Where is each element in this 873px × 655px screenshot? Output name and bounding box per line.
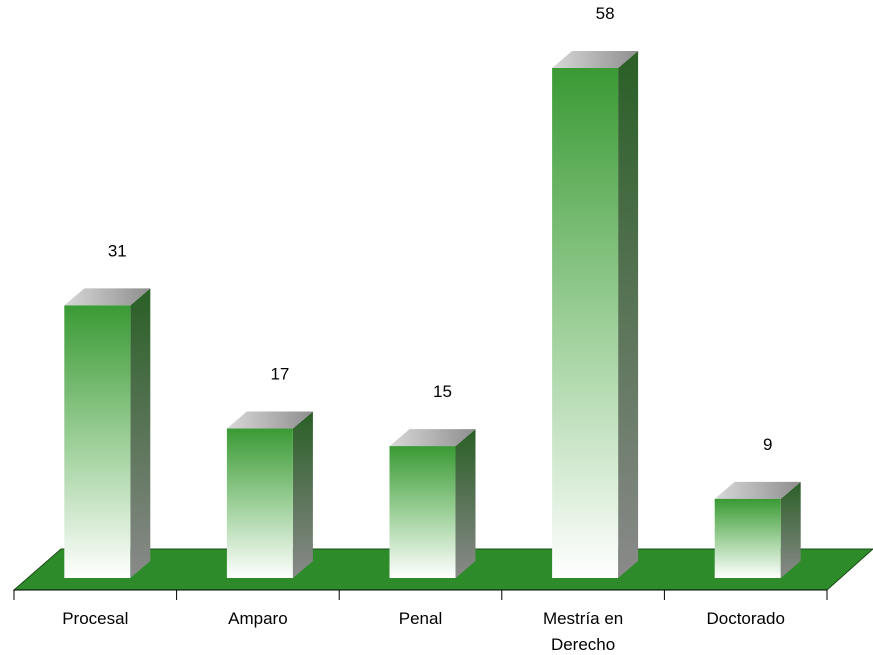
bar xyxy=(226,411,313,578)
data-label: 31 xyxy=(108,241,127,260)
x-tick-label: Doctorado xyxy=(706,609,784,628)
x-tick-label: Mestría en Derecho xyxy=(543,609,623,654)
bar-top xyxy=(226,411,313,429)
bar-top xyxy=(714,481,801,499)
bar-front xyxy=(714,498,781,578)
bar xyxy=(552,51,639,578)
bar xyxy=(64,288,151,578)
bar-top xyxy=(389,429,476,447)
x-tick-label: Amparo xyxy=(228,609,288,628)
bar-side xyxy=(618,51,639,578)
bar-top xyxy=(64,288,151,306)
x-tick-label: Procesal xyxy=(62,609,128,628)
bar-front xyxy=(64,305,131,578)
bar xyxy=(389,429,476,578)
bar-top xyxy=(552,51,639,68)
x-tick-label: Penal xyxy=(399,609,442,628)
bar-front xyxy=(226,428,293,578)
data-label: 17 xyxy=(270,365,289,384)
bar-side xyxy=(130,288,151,578)
bar-front xyxy=(389,446,456,578)
data-label: 9 xyxy=(763,435,772,454)
bar-side xyxy=(780,481,801,578)
bar-front xyxy=(552,68,619,578)
bar xyxy=(714,481,801,578)
data-label: 15 xyxy=(433,382,452,401)
bar-side xyxy=(455,429,476,578)
data-label: 58 xyxy=(596,4,615,23)
bar-side xyxy=(292,411,313,578)
